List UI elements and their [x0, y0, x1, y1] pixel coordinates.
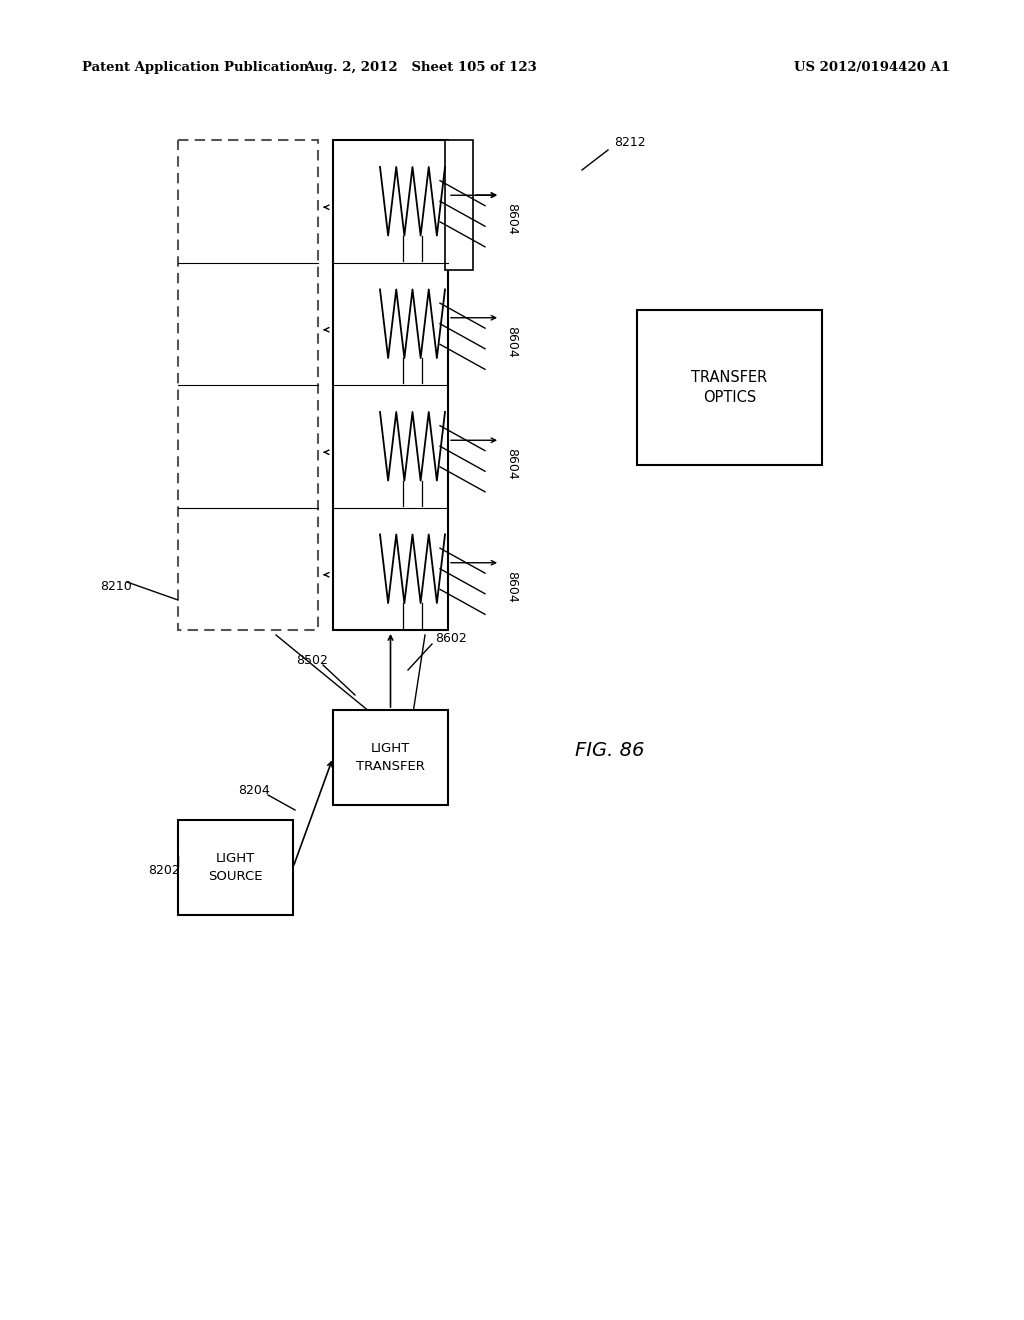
Text: Patent Application Publication: Patent Application Publication — [82, 62, 309, 74]
Text: 8502: 8502 — [296, 653, 328, 667]
Text: 8604: 8604 — [505, 449, 518, 480]
Text: LIGHT
TRANSFER: LIGHT TRANSFER — [356, 742, 425, 774]
Bar — [178, 140, 318, 630]
Bar — [445, 140, 473, 271]
Text: 8210: 8210 — [100, 579, 132, 593]
Text: TRANSFER
OPTICS: TRANSFER OPTICS — [691, 370, 768, 405]
Text: 8604: 8604 — [505, 326, 518, 358]
Bar — [637, 310, 822, 465]
Bar — [333, 710, 449, 805]
Bar — [178, 820, 293, 915]
Text: 8202: 8202 — [148, 863, 180, 876]
Text: Aug. 2, 2012   Sheet 105 of 123: Aug. 2, 2012 Sheet 105 of 123 — [304, 62, 537, 74]
Text: 8204: 8204 — [238, 784, 269, 796]
Text: FIG. 86: FIG. 86 — [575, 741, 644, 759]
Text: 8604: 8604 — [505, 570, 518, 603]
Text: 8602: 8602 — [435, 631, 467, 644]
Text: 8212: 8212 — [614, 136, 645, 149]
Text: LIGHT
SOURCE: LIGHT SOURCE — [208, 851, 263, 883]
Bar — [333, 140, 449, 630]
Text: US 2012/0194420 A1: US 2012/0194420 A1 — [794, 62, 950, 74]
Text: 8604: 8604 — [505, 203, 518, 235]
